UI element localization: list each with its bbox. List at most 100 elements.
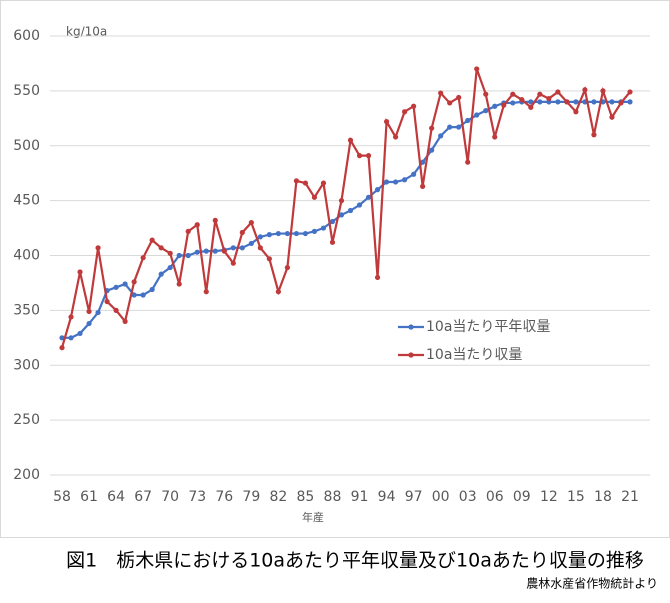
x-tick-label: 91 <box>351 489 369 505</box>
x-tick-label: 79 <box>242 489 260 505</box>
y-tick-label: 200 <box>13 467 40 483</box>
chart-title: 図1 栃木県における10aあたり平年収量及び10aあたり収量の推移 <box>66 550 644 572</box>
point <box>311 194 318 200</box>
point <box>158 245 164 251</box>
point <box>510 91 516 97</box>
point <box>194 249 200 255</box>
point <box>402 109 408 115</box>
point <box>338 212 345 218</box>
point <box>68 335 74 341</box>
point <box>365 194 372 200</box>
y-tick-label: 550 <box>13 83 40 99</box>
point <box>284 264 290 271</box>
point <box>212 217 218 223</box>
point <box>456 124 462 130</box>
point <box>411 171 417 177</box>
x-tick-label: 94 <box>378 489 396 505</box>
point <box>176 252 182 259</box>
x-tick-label: 70 <box>161 489 179 505</box>
x-tick-label: 03 <box>459 489 477 505</box>
point <box>429 125 435 131</box>
point <box>239 245 245 251</box>
point <box>185 252 191 259</box>
point <box>221 248 227 254</box>
y-tick-label: 600 <box>13 28 40 44</box>
point <box>591 99 597 105</box>
point <box>564 99 570 105</box>
point <box>158 271 164 277</box>
source-note: 農林水産省作物統計より <box>526 576 658 591</box>
point <box>257 245 263 251</box>
point <box>573 99 579 105</box>
point <box>230 260 236 266</box>
point <box>627 99 633 105</box>
point <box>140 255 146 261</box>
point <box>77 330 83 337</box>
point <box>537 91 543 97</box>
point <box>113 307 119 313</box>
x-tick-label: 61 <box>80 489 98 505</box>
point <box>302 230 309 237</box>
x-tick-label: 21 <box>621 489 639 505</box>
point <box>266 256 272 262</box>
point <box>402 177 408 183</box>
point <box>411 103 417 109</box>
point <box>311 228 318 234</box>
point <box>609 99 615 105</box>
point <box>465 159 471 165</box>
point <box>248 219 254 226</box>
point <box>483 91 489 97</box>
point <box>59 345 65 351</box>
x-axis-label: 年産 <box>302 510 324 524</box>
point <box>347 137 354 143</box>
y-tick-label: 250 <box>13 412 40 428</box>
x-tick-label: 00 <box>432 489 450 505</box>
point <box>275 289 281 295</box>
point <box>501 102 507 108</box>
x-tick-label: 15 <box>567 489 585 505</box>
point <box>149 237 155 243</box>
point <box>167 264 173 271</box>
point <box>212 248 218 254</box>
point <box>59 335 65 341</box>
point <box>239 229 245 236</box>
point <box>185 228 191 234</box>
x-tick-label: 76 <box>215 489 233 505</box>
y-tick-label: 450 <box>13 193 40 209</box>
point <box>320 180 327 186</box>
point <box>329 239 336 245</box>
point <box>420 183 426 189</box>
point <box>257 234 263 240</box>
point <box>528 99 534 105</box>
point <box>131 279 137 285</box>
point <box>456 94 462 101</box>
point <box>627 89 633 95</box>
legend-label: 10a当たり平年収量 <box>426 319 550 335</box>
point <box>284 230 290 237</box>
point <box>392 179 399 185</box>
point <box>95 245 101 251</box>
point <box>618 100 624 106</box>
point <box>609 114 615 120</box>
point <box>77 269 83 275</box>
point <box>302 180 309 186</box>
x-tick-label: 58 <box>53 489 71 505</box>
point <box>600 88 606 94</box>
series-line <box>60 68 631 348</box>
point <box>492 134 498 140</box>
x-tick-label: 64 <box>107 489 125 505</box>
point <box>176 281 182 287</box>
point <box>113 284 119 290</box>
point <box>374 274 381 281</box>
y-tick-label: 300 <box>13 357 40 373</box>
point <box>68 314 74 320</box>
y-tick-label: 500 <box>13 138 40 154</box>
point <box>104 298 110 305</box>
point <box>248 240 254 247</box>
point <box>149 286 155 293</box>
point <box>447 100 453 106</box>
point <box>474 66 480 72</box>
point <box>230 245 236 251</box>
point <box>194 222 200 228</box>
